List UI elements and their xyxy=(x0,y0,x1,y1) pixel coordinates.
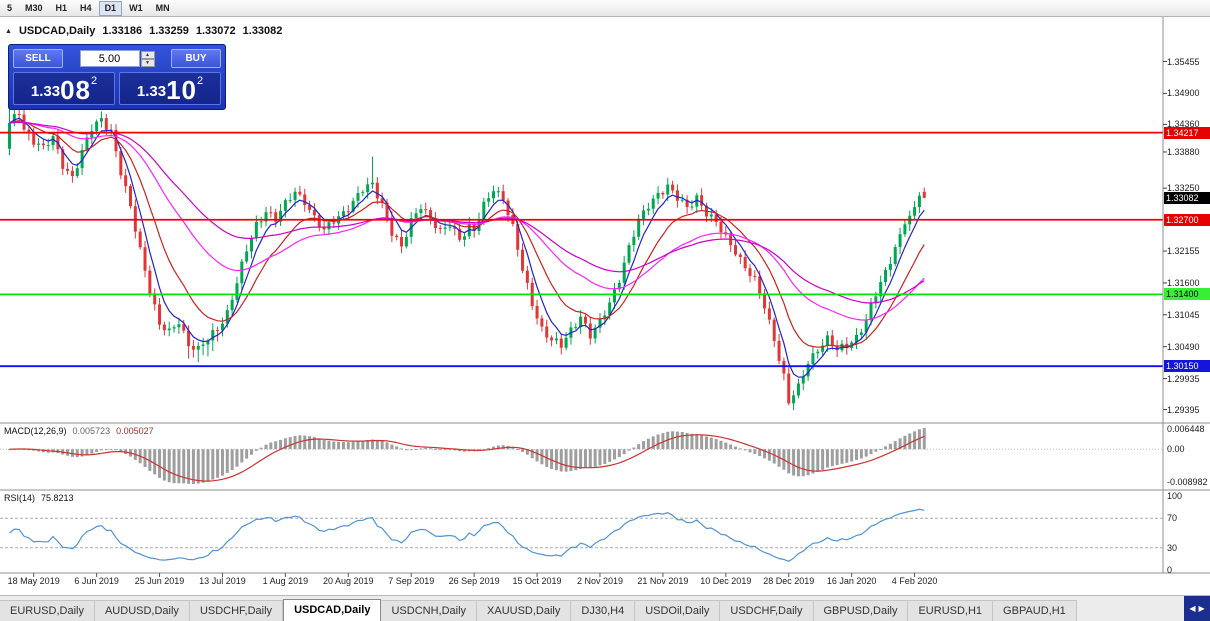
tabs-scroll-left-icon[interactable]: ◀ xyxy=(1189,604,1196,613)
date-axis-label-13: 16 Jan 2020 xyxy=(826,576,877,586)
price-axis-tick-6: 1.31600 xyxy=(1167,277,1200,288)
symbol-triangle-icon: ▲ xyxy=(5,27,12,35)
tab-usdchf-daily[interactable]: USDCHF,Daily xyxy=(189,600,284,621)
date-axis-label-11: 10 Dec 2019 xyxy=(700,576,752,586)
ohlc-open-value: 1.33186 xyxy=(102,25,143,37)
price-axis-badge-0: 1.34217 xyxy=(1164,126,1210,139)
date-axis-label-1: 6 Jun 2019 xyxy=(74,576,119,586)
tabs-scroll-right-icon[interactable]: ▶ xyxy=(1198,604,1205,613)
rsi-axis-0: 0 xyxy=(1167,565,1173,575)
date-axis-label-3: 13 Jul 2019 xyxy=(199,576,246,586)
sell-price-sup: 2 xyxy=(91,75,98,87)
tab-usdcnh-daily[interactable]: USDCNH,Daily xyxy=(381,600,478,621)
buy-button[interactable]: BUY xyxy=(171,49,221,68)
tab-usdchf-daily-2[interactable]: USDCHF,Daily xyxy=(720,600,814,621)
timeframe-button-w1[interactable]: W1 xyxy=(123,1,149,16)
price-axis-tick-2: 1.34360 xyxy=(1167,119,1200,130)
price-axis-tick-4: 1.33250 xyxy=(1167,183,1200,194)
rsi-value: 75.8213 xyxy=(41,493,74,503)
date-axis-label-2: 25 Jun 2019 xyxy=(134,576,185,586)
timeframe-button-mn[interactable]: MN xyxy=(150,1,176,16)
sell-price-display[interactable]: 1.33 08 2 xyxy=(13,72,115,105)
macd-main-value: 0.005723 xyxy=(72,426,111,436)
volume-spin-down-icon[interactable]: ▼ xyxy=(140,58,155,67)
tab-scroll-controls: ◀ ▶ xyxy=(1184,596,1210,621)
tab-eurusd-h1[interactable]: EURUSD,H1 xyxy=(908,600,994,621)
price-axis-badge-2: 1.32700 xyxy=(1164,213,1210,226)
rsi-name: RSI(14) xyxy=(4,493,36,503)
macd-axis-bottom: -0.008982 xyxy=(1167,477,1208,487)
symbol-tabbar: EURUSD,Daily AUDUSD,Daily USDCHF,Daily U… xyxy=(0,595,1210,621)
volume-spin-up-icon[interactable]: ▲ xyxy=(140,50,155,59)
date-axis-label-14: 4 Feb 2020 xyxy=(891,576,938,586)
chart-ohlc-readout: ▲ USDCAD,Daily 1.33186 1.33259 1.33072 1… xyxy=(5,25,282,37)
price-axis-badge-1: 1.33082 xyxy=(1164,191,1210,204)
date-axis-label-12: 28 Dec 2019 xyxy=(763,576,815,586)
date-axis-label-4: 1 Aug 2019 xyxy=(262,576,309,586)
tab-gbpusd-daily[interactable]: GBPUSD,Daily xyxy=(813,600,909,621)
tab-audusd-daily[interactable]: AUDUSD,Daily xyxy=(94,600,190,621)
ohlc-high-value: 1.33259 xyxy=(149,25,189,37)
sell-price-prefix: 1.33 xyxy=(30,83,61,100)
price-axis-tick-3: 1.33880 xyxy=(1167,146,1200,157)
date-axis-label-7: 26 Sep 2019 xyxy=(448,576,500,586)
date-axis-label-0: 18 May 2019 xyxy=(7,576,60,586)
buy-price-display[interactable]: 1.33 10 2 xyxy=(119,72,221,105)
price-axis-tick-10: 1.29395 xyxy=(1167,404,1200,415)
sell-button[interactable]: SELL xyxy=(13,49,63,68)
tab-eurusd-daily[interactable]: EURUSD,Daily xyxy=(0,600,95,621)
macd-indicator-label: MACD(12,26,9) 0.005723 0.005027 xyxy=(4,426,154,436)
price-axis-tick-1: 1.34900 xyxy=(1167,88,1200,99)
buy-price-big: 10 xyxy=(166,75,197,105)
tab-xauusd-daily[interactable]: XAUUSD,Daily xyxy=(477,600,572,621)
price-axis-badge-3: 1.31400 xyxy=(1164,288,1210,301)
rsi-axis-30: 30 xyxy=(1167,542,1178,553)
timeframe-button-h1[interactable]: H1 xyxy=(50,1,74,16)
tab-usdcad-daily[interactable]: USDCAD,Daily xyxy=(283,599,382,621)
one-click-trade-panel: SELL ▲ ▼ BUY 1.33 08 2 1.33 xyxy=(8,44,226,110)
volume-control: ▲ ▼ xyxy=(79,50,155,67)
ohlc-close-value: 1.33082 xyxy=(242,25,283,37)
price-axis-badge-4: 1.30150 xyxy=(1164,360,1210,373)
macd-axis-zero: 0.00 xyxy=(1167,444,1185,455)
date-axis-label-6: 7 Sep 2019 xyxy=(388,576,435,586)
tab-usdoil-daily[interactable]: USDOil,Daily xyxy=(635,600,721,621)
price-axis-tick-9: 1.29935 xyxy=(1167,373,1200,384)
date-axis-label-9: 2 Nov 2019 xyxy=(576,576,623,586)
tab-gbpaud-h1[interactable]: GBPAUD,H1 xyxy=(993,600,1077,621)
macd-name: MACD(12,26,9) xyxy=(4,426,67,436)
macd-signal-value: 0.005027 xyxy=(116,426,154,436)
price-axis-tick-7: 1.31045 xyxy=(1167,309,1200,320)
ohlc-low-value: 1.33072 xyxy=(195,25,236,37)
chart-workspace: ▲ USDCAD,Daily 1.33186 1.33259 1.33072 1… xyxy=(0,17,1210,595)
rsi-indicator-label: RSI(14) 75.8213 xyxy=(4,493,74,503)
macd-axis-top: 0.006448 xyxy=(1167,424,1205,434)
date-axis-label-10: 21 Nov 2019 xyxy=(637,576,689,586)
chart-canvas[interactable] xyxy=(0,17,1210,595)
date-axis-label-5: 20 Aug 2019 xyxy=(323,576,374,586)
rsi-axis-100: 100 xyxy=(1167,491,1183,501)
tab-dj30-h4[interactable]: DJ30,H4 xyxy=(571,600,636,621)
buy-price-sup: 2 xyxy=(197,75,204,87)
price-axis-tick-0: 1.35455 xyxy=(1167,56,1200,67)
sell-price-big: 08 xyxy=(60,75,91,105)
price-axis-tick-8: 1.30490 xyxy=(1167,341,1200,352)
timeframe-button-h4[interactable]: H4 xyxy=(74,1,98,16)
buy-price-prefix: 1.33 xyxy=(136,83,167,100)
date-axis-label-8: 15 Oct 2019 xyxy=(512,576,562,586)
chart-symbol-label: USDCAD,Daily xyxy=(18,25,96,37)
timeframe-button-m30[interactable]: M30 xyxy=(19,1,49,16)
price-axis-tick-5: 1.32155 xyxy=(1167,246,1200,257)
timeframe-toolbar: 5 M30 H1 H4 D1 W1 MN xyxy=(0,0,1210,17)
timeframe-button-d1[interactable]: D1 xyxy=(98,0,123,16)
rsi-axis-70: 70 xyxy=(1167,513,1178,524)
timeframe-button-m5[interactable]: 5 xyxy=(1,1,18,16)
volume-input[interactable] xyxy=(79,50,140,67)
